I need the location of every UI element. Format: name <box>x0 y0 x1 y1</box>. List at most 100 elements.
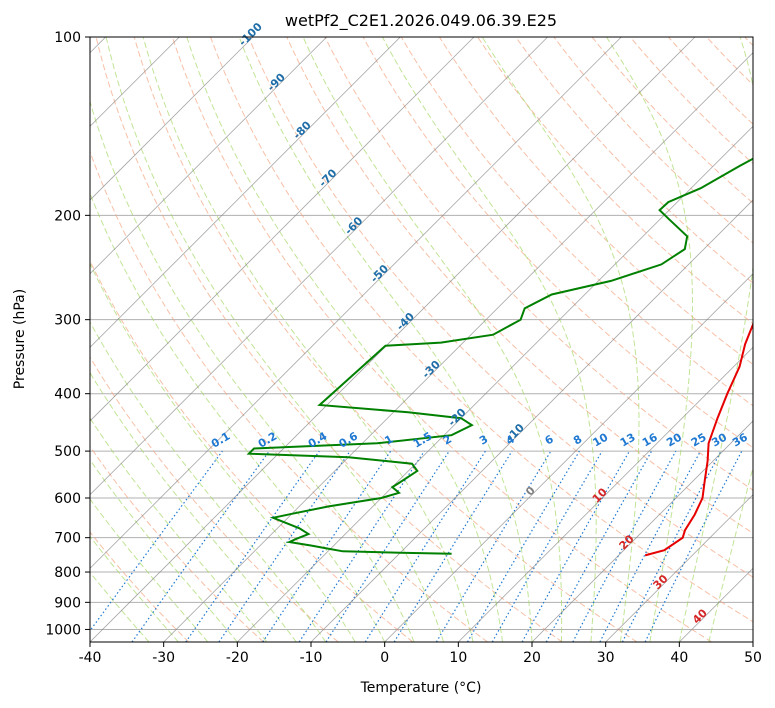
dry-adiabat <box>706 37 753 86</box>
mixing-ratio-label: 1.5 <box>411 430 434 451</box>
mixing-ratio-label: 0.6 <box>337 429 361 450</box>
isotherm-label: 10 <box>590 485 610 505</box>
mixing-ratio-label: 0.4 <box>306 429 330 450</box>
moist-adiabat <box>90 262 356 642</box>
x-tick-label: -20 <box>226 650 249 666</box>
mixing-ratio-line <box>185 450 320 642</box>
mixing-ratio-line <box>218 450 351 642</box>
isotherm-label: 30 <box>651 572 671 592</box>
x-tick-label: 20 <box>523 650 541 666</box>
isotherm-line <box>90 37 254 201</box>
mixing-ratio-line <box>466 450 580 642</box>
isotherm-line <box>90 37 622 569</box>
dry-adiabat <box>744 37 753 47</box>
moist-adiabat <box>186 37 503 642</box>
moist-adiabat <box>238 37 533 642</box>
moist-adiabat <box>90 535 179 642</box>
mixing-ratio-line <box>521 450 631 642</box>
plot-border <box>89 36 754 643</box>
x-tick-label: 40 <box>670 650 688 666</box>
x-axis-title: Temperature (°C) <box>360 680 482 696</box>
isotherm-line <box>458 346 753 642</box>
y-tick-label: 900 <box>54 595 81 611</box>
isotherm-label: -100 <box>236 20 265 49</box>
mixing-ratio-label: 16 <box>640 430 660 449</box>
moist-adiabat <box>90 192 386 642</box>
dry-adiabat <box>248 37 753 578</box>
isotherm-label: -90 <box>265 71 288 94</box>
isotherm-label: -40 <box>394 310 417 333</box>
isotherm-line <box>384 273 753 642</box>
x-tick-label: 50 <box>744 650 762 666</box>
mixing-ratio-line <box>393 450 513 642</box>
y-axis: 1000 900 800 700 600 500 400 300 200 100 <box>45 30 90 638</box>
isotherms <box>90 37 753 642</box>
isotherm-line <box>679 567 753 642</box>
dry-adiabat <box>90 356 339 642</box>
isotherm-line <box>310 199 753 642</box>
y-tick-label: 800 <box>54 565 81 581</box>
isotherm-label: -50 <box>368 262 391 285</box>
dry-adiabat <box>438 37 753 366</box>
x-tick-label: 30 <box>597 650 615 666</box>
moist-adiabat <box>481 37 640 642</box>
moist-adiabat <box>90 99 415 642</box>
dry-adiabat <box>90 150 488 642</box>
isotherm-label: 20 <box>617 532 637 552</box>
moist-adiabat <box>90 417 268 642</box>
isotherm-line <box>752 641 753 642</box>
isotherm-label: -20 <box>445 405 468 428</box>
mixing-ratio-label: 1 <box>382 433 395 448</box>
x-tick-label: -40 <box>79 650 102 666</box>
mixing-ratio-line <box>262 450 392 642</box>
mixing-ratio-lines <box>90 450 743 642</box>
moist-adiabat <box>90 321 327 642</box>
isotherm-line <box>237 125 753 642</box>
mixing-ratio-line <box>644 450 743 642</box>
mixing-ratio-label: 0.1 <box>209 430 232 451</box>
moist-adiabat <box>381 37 597 642</box>
y-tick-label: 300 <box>54 313 81 329</box>
isotherm-line <box>90 37 475 422</box>
y-tick-label: 600 <box>54 491 81 507</box>
mixing-ratio-line <box>325 450 450 642</box>
isotherm-label: -70 <box>316 166 339 189</box>
plot-area <box>90 37 753 642</box>
dry-adiabat <box>90 531 190 642</box>
dry-adiabat <box>171 37 712 642</box>
x-tick-label: 10 <box>449 650 467 666</box>
pressure-grid <box>90 37 753 630</box>
moist-adiabat <box>302 37 563 642</box>
y-tick-label: 500 <box>54 444 81 460</box>
mixing-ratio-line <box>545 450 653 642</box>
isotherm-line <box>90 37 327 275</box>
dry-adiabat <box>133 37 638 642</box>
dry-adiabat <box>210 37 753 623</box>
dry-adiabat <box>95 37 563 642</box>
chart-title: wetPf2_C2E1.2026.049.06.39.E25 <box>285 11 557 31</box>
moist-adiabat <box>90 371 297 642</box>
dry-adiabat <box>400 37 753 407</box>
moist-adiabat <box>142 37 474 642</box>
dry-adiabat <box>668 37 753 125</box>
mixing-ratio-label: 13 <box>618 431 638 450</box>
mixing-ratio-line <box>572 450 677 642</box>
y-tick-label: 100 <box>54 30 81 46</box>
dry-adiabat <box>515 37 753 284</box>
y-tick-label: 1000 <box>45 622 81 638</box>
mixing-ratio-label: 6 <box>543 432 556 447</box>
mixing-ratio-line <box>90 450 223 632</box>
moist-adiabat <box>90 498 209 642</box>
isotherm-line <box>90 37 401 348</box>
isotherm-label: 40 <box>690 606 710 626</box>
mixing-ratio-line <box>435 450 552 642</box>
moist-adiabat <box>678 37 753 642</box>
mixing-ratio-line <box>131 450 270 642</box>
isotherm-line <box>531 420 753 642</box>
isotherm-line <box>90 37 696 642</box>
y-tick-label: 200 <box>54 208 81 224</box>
y-axis-title: Pressure (hPa) <box>12 289 28 389</box>
mixing-ratio-label: 8 <box>571 433 584 448</box>
x-tick-label: 0 <box>380 650 389 666</box>
